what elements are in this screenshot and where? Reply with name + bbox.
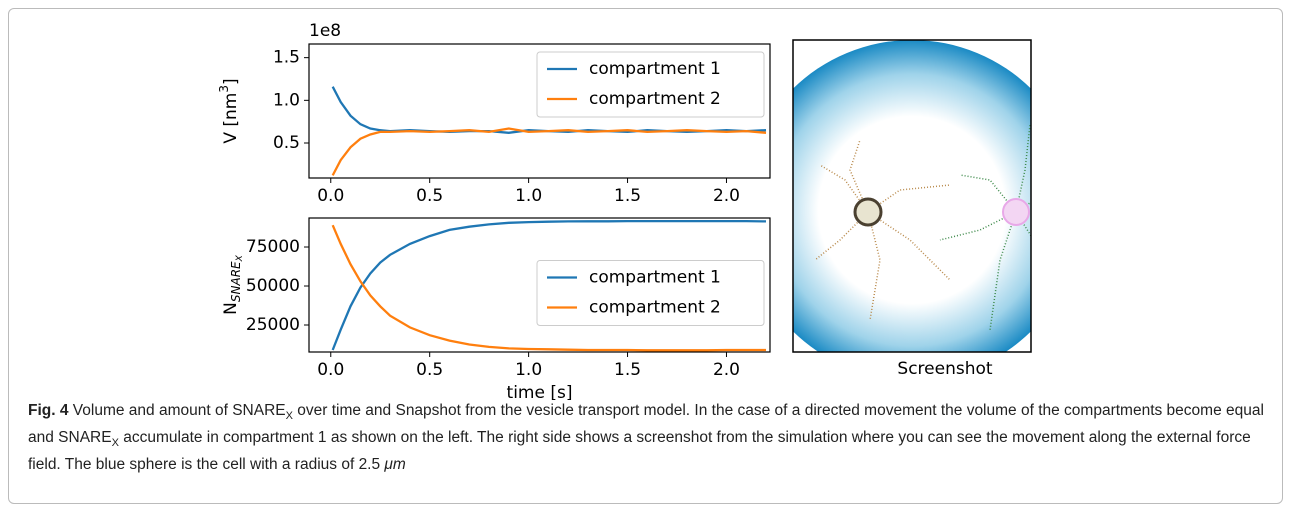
y-axis-label-text: N [221,302,241,315]
y-axis-label: NSNAREX [221,254,245,314]
x-tick-label: 0.5 [416,360,443,380]
x-tick-label: 0.0 [317,360,344,380]
figure: Screenshot 0.0 0.5 1.0 1.5 2.0 0.5 1.0 1.5 compa… [0,0,1293,400]
legend-label: compartment 2 [589,89,721,109]
legend-label: compartment 2 [589,298,721,318]
y-axis-label-subsub: X [235,254,245,262]
page: Screenshot 0.0 0.5 1.0 1.5 2.0 0.5 1.0 1.5 compa… [0,0,1293,514]
x-tick-label: 1.0 [515,186,542,206]
y-tick-label: 1.0 [273,90,300,110]
x-tick-label: 1.5 [614,360,641,380]
x-tick-label: 0.0 [317,186,344,206]
y-tick-label: 0.5 [273,133,300,153]
x-tick-label: 1.5 [614,186,641,206]
legend-label: compartment 1 [589,59,721,79]
y-axis-label-sub: SNARE [229,261,243,302]
caption-text: X [112,437,119,449]
caption-text: accumulate in compartment 1 as shown on … [28,429,1251,473]
x-axis-label: time [s] [507,383,573,400]
y-axis-label-end: ] [221,78,241,85]
caption-label: Fig. 4 [28,402,68,419]
y-axis-label-sup: 3 [217,85,231,93]
axis-offset-label: 1e8 [309,21,341,41]
y-tick-label: 75000 [246,237,300,257]
x-tick-label: 2.0 [713,360,740,380]
y-tick-label: 50000 [246,276,300,296]
series-line [333,129,766,176]
x-tick-label: 0.5 [416,186,443,206]
y-tick-label: 25000 [246,315,300,335]
legend-label: compartment 1 [589,268,721,288]
caption-text: Volume and amount of SNARE [68,402,285,419]
caption-text: μm [384,456,405,473]
y-tick-label: 1.5 [273,48,300,68]
screenshot-label: Screenshot [897,359,992,379]
x-tick-label: 1.0 [515,360,542,380]
caption-text: X [286,410,293,422]
caption: Fig. 4 Volume and amount of SNAREX over … [28,400,1268,476]
y-axis-label-text: V [nm [221,93,241,144]
y-axis-label: V [nm3] [217,78,242,143]
x-tick-label: 2.0 [713,186,740,206]
